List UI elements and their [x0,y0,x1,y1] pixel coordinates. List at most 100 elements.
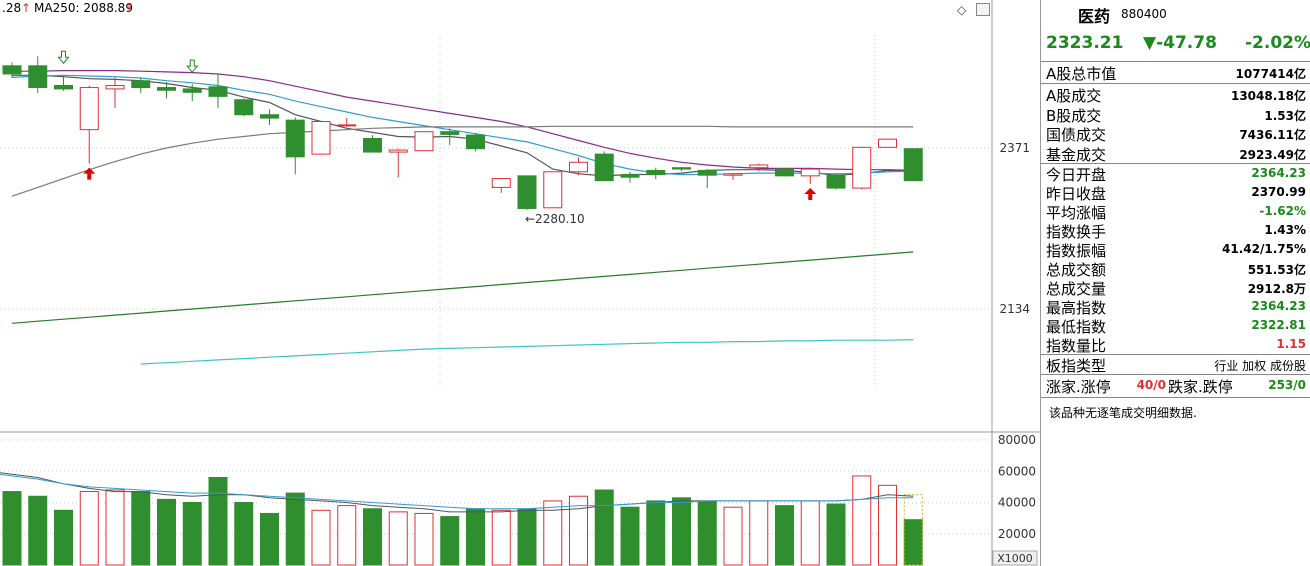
volume-bar [903,519,923,566]
stat-label: 指数量比 [1046,337,1107,355]
market-cap-row: A股总市值 1077414亿 [1046,63,1306,83]
arrow-up-icon: ↑ [124,1,135,15]
candle-body [826,174,846,189]
buy-signal-arrow-icon [83,167,96,180]
volume-bar [54,509,73,566]
stat-value: 1.53亿 [1264,108,1306,123]
candle-body [260,114,279,119]
volume-bar [697,500,717,566]
diamond-icon[interactable]: ◇ [957,3,967,17]
volume-bar [363,508,382,566]
volume-bar [800,500,820,566]
sell-signal-arrow-icon [57,50,70,65]
candle-body [672,167,691,170]
stat-row: 最低指数 2322.81 [1046,316,1306,336]
kline-chart[interactable]: 2371 2134 80000 60000 40000 20000 X1000 ←2280.1… [0,0,1040,566]
candle-body [775,168,794,177]
stat-row: 总成交量 2912.8万 [1046,278,1306,298]
candle-body [852,146,872,189]
candle-body [903,148,923,182]
candle-body [54,85,73,90]
candle-body [620,173,640,178]
volume-bar [208,477,228,566]
candle-body [594,153,614,182]
ma-line-4 [11,251,914,324]
stock-code: 880400 [1121,7,1167,21]
volume-bars[interactable] [2,475,923,566]
volume-bar [440,516,460,566]
candle-body [414,131,434,152]
low-price-annotation: ←2280.10 [525,212,585,226]
candle-body [234,99,254,116]
signal-markers [57,50,817,201]
candle-body [569,161,588,173]
arrow-up-icon: ↑ [21,1,32,15]
buy-signal-arrow-icon [804,188,817,201]
candle-body [723,173,743,176]
volume-tick-label: 60000 [998,464,1036,478]
stat-row: 基金成交 2923.49亿 [1046,144,1306,164]
volume-bar [646,500,666,566]
stat-row: B股成交 1.53亿 [1046,105,1306,125]
stat-row: 指数振幅 41.42/1.75% [1046,240,1306,260]
market-cap-value: 1077414亿 [1235,67,1306,81]
ma-label-250: MA250: 2088.89 [34,1,133,15]
down-label: 跌家.跌停 [1168,378,1233,396]
volume-unit-label: X1000 [997,552,1033,565]
moving-average-lines [11,70,914,365]
price-tick-label: 2134 [999,302,1030,316]
candle-body [28,65,48,89]
candle-body [878,138,897,148]
candlesticks[interactable] [2,56,923,210]
ma-line-0 [12,74,914,177]
volume-bar [749,500,769,566]
volume-unit-box [992,550,1038,566]
stat-row: 总成交额 551.53亿 [1046,259,1306,279]
candle-body [311,121,331,155]
stat-row: 平均涨幅 -1.62% [1046,202,1306,222]
stat-value: -1.62% [1259,204,1306,218]
stat-row: 昨日收盘 2370.99 [1046,183,1306,203]
stat-row: 国债成交 7436.11亿 [1046,124,1306,144]
stat-value: 2923.49亿 [1239,147,1306,162]
stat-row: 指数量比 1.15 [1046,335,1306,355]
stat-label: 总成交量 [1046,280,1107,298]
stat-value: 2364.23 [1251,166,1306,180]
stat-label: 总成交额 [1046,261,1107,279]
volume-bar [79,491,99,566]
candle-body [105,85,125,90]
stat-label: 昨日收盘 [1046,185,1107,203]
stat-label: A股成交 [1046,87,1102,105]
up-value: 40/0 [1136,378,1166,392]
candle-body [285,119,305,158]
no-tick-data-note: 该品种无逐笔成交明细数据. [1049,406,1197,420]
stat-label: 国债成交 [1046,126,1107,144]
candle-body [491,178,511,188]
volume-bar [131,491,151,566]
stat-value: 1.43% [1264,223,1306,237]
volume-bar [852,475,872,566]
volume-bar [311,509,331,566]
candle-body [337,124,357,127]
volume-bar [466,508,485,566]
candle-body [363,137,382,153]
volume-bar [672,497,691,566]
price-tick-label: 2371 [999,141,1030,155]
market-cap-label: A股总市值 [1046,65,1117,83]
volume-bar [826,503,846,566]
stat-row: 今日开盘 2364.23 [1046,164,1306,184]
candle-body [800,168,820,177]
stat-label: 今日开盘 [1046,166,1107,184]
volume-bar [2,491,22,566]
ma-line-3 [11,125,914,197]
volume-bar [234,502,254,566]
candle-body [157,87,176,91]
candle-body [182,88,202,93]
last-price: 2323.21 [1046,33,1124,53]
volume-bar [105,489,125,566]
scroll-toggle-icon[interactable] [976,3,990,16]
volume-bar [594,489,614,566]
candle-body [208,86,228,97]
volume-bar [260,512,279,566]
stat-label: 最高指数 [1046,299,1107,317]
